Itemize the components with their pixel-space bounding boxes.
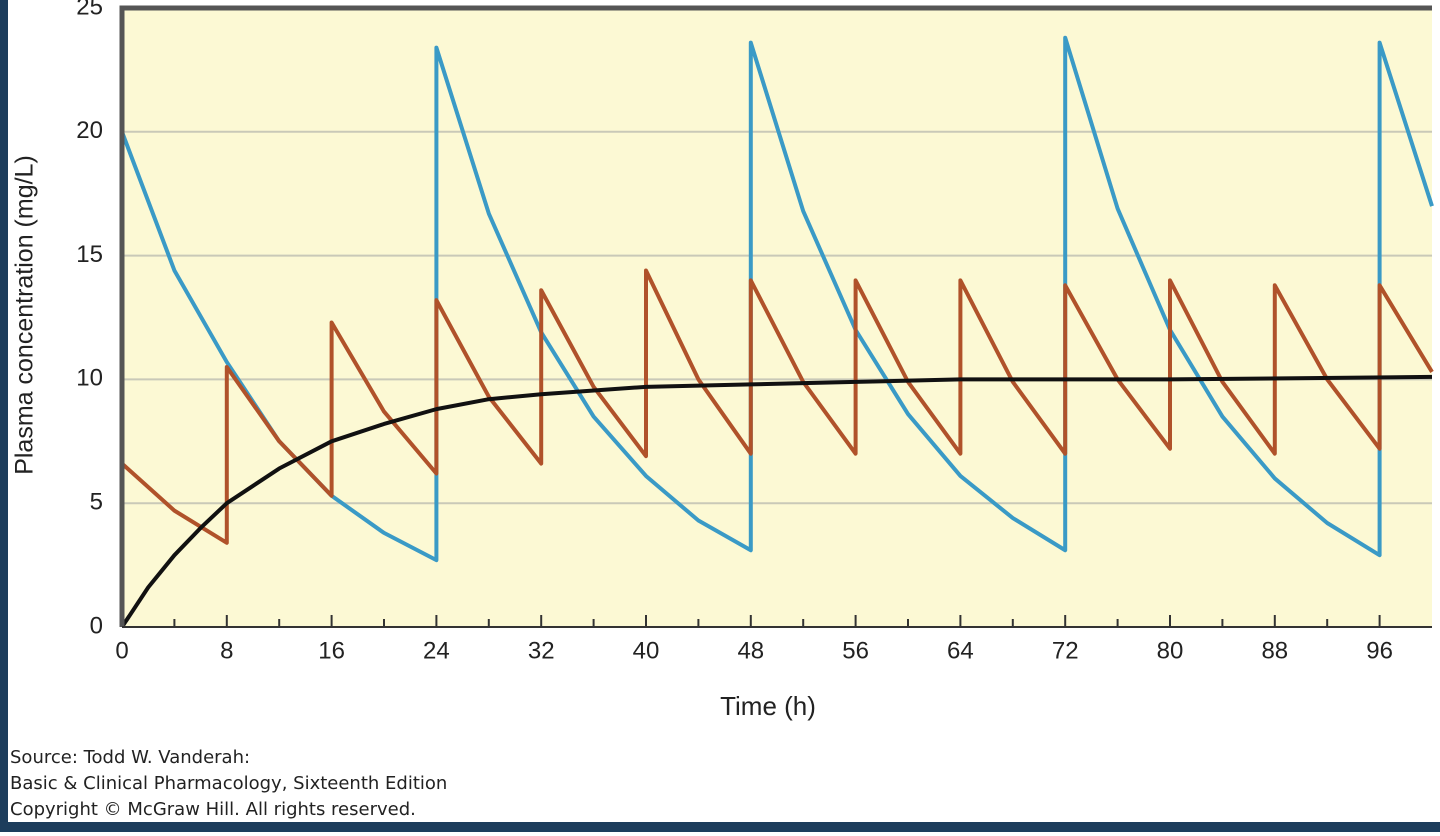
x-axis-label: Time (h): [720, 691, 816, 721]
plot-area: 0 5 10 15 20 25 0 8 16 24 32 40 48 56 64 72 80 88 96: [76, 0, 1434, 664]
x-tick-label: 88: [1261, 637, 1288, 664]
y-tick-label: 25: [76, 0, 103, 20]
x-tick-label: 48: [737, 637, 764, 664]
plot-frame: [119, 5, 1432, 627]
x-tick-label: 8: [220, 637, 233, 664]
data-line: [120, 35, 1434, 563]
data-line: [120, 268, 1434, 545]
y-tick-label: 15: [76, 241, 103, 268]
x-tick-label: 16: [318, 637, 345, 664]
x-tick-label: 56: [842, 637, 869, 664]
x-tick-label: 96: [1366, 637, 1393, 664]
plot-background: [122, 8, 1432, 627]
source-line: Source: Todd W. Vanderah:: [10, 747, 250, 768]
x-tick-label: 64: [947, 637, 974, 664]
source-line: Basic & Clinical Pharmacology, Sixteenth…: [10, 773, 447, 794]
x-tick-label: 24: [423, 637, 450, 664]
y-tick-label: 10: [76, 365, 103, 392]
source-line: Copyright © McGraw Hill. All rights rese…: [10, 799, 416, 820]
frame-edge: [0, 0, 8, 832]
y-tick-label: 5: [90, 489, 103, 516]
y-tick-label: 20: [76, 117, 103, 144]
x-tick-label: 40: [633, 637, 660, 664]
y-tick-label: 0: [90, 612, 103, 639]
x-tick-label: 32: [528, 637, 555, 664]
x-tick-label: 72: [1052, 637, 1079, 664]
x-tick-label: 80: [1157, 637, 1184, 664]
data-line: [120, 374, 1433, 629]
y-axis-label: Plasma concentration (mg/L): [11, 155, 39, 475]
frame-edge: [0, 822, 1440, 832]
x-tick-label: 0: [115, 637, 128, 664]
